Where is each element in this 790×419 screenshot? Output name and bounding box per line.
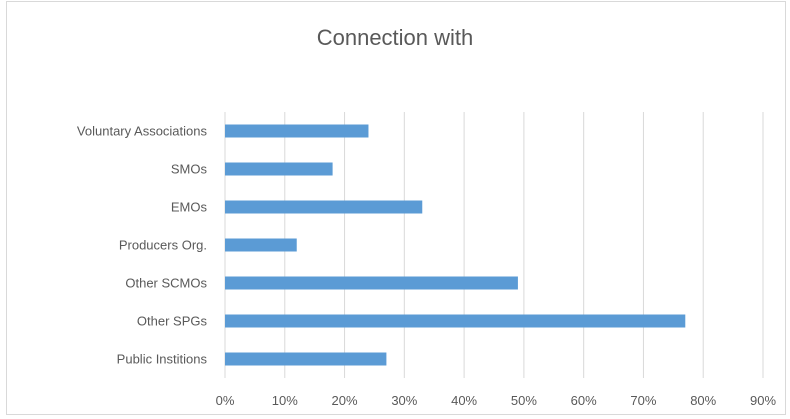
category-label: Other SCMOs: [125, 276, 207, 291]
bar: [225, 314, 686, 328]
category-label: Producers Org.: [119, 238, 207, 253]
category-label: Other SPGs: [137, 314, 208, 329]
category-label: Public Institions: [117, 352, 208, 367]
bar: [225, 162, 333, 176]
x-tick-label: 60%: [571, 393, 597, 408]
bar: [225, 124, 369, 138]
x-tick-labels: 0% 10% 20% 30% 40% 50% 60% 70% 80% 90%: [216, 393, 777, 408]
category-label: SMOs: [171, 162, 208, 177]
x-tick-label: 10%: [272, 393, 298, 408]
bars: [225, 124, 686, 366]
chart-title: Connection with: [316, 25, 474, 50]
x-tick-label: 0%: [216, 393, 235, 408]
category-label: Voluntary Associations: [77, 124, 208, 139]
bar: [225, 276, 518, 290]
bar: [225, 352, 387, 366]
bar: [225, 238, 297, 252]
gridlines: [224, 112, 764, 378]
x-tick-label: 90%: [750, 393, 776, 408]
x-tick-label: 30%: [391, 393, 417, 408]
category-labels: Voluntary Associations SMOs EMOs Producers …: [77, 124, 208, 367]
x-tick-label: 40%: [451, 393, 477, 408]
x-tick-label: 80%: [690, 393, 716, 408]
category-label: EMOs: [171, 200, 208, 215]
x-tick-label: 50%: [511, 393, 537, 408]
bar: [225, 200, 423, 214]
x-tick-label: 20%: [332, 393, 358, 408]
x-tick-label: 70%: [630, 393, 656, 408]
